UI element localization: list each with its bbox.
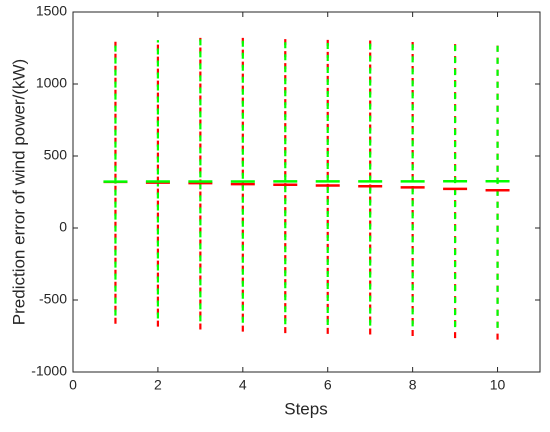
- x-tick-label: 6: [324, 377, 332, 393]
- y-tick-label: -500: [39, 291, 67, 307]
- x-tick-label: 8: [409, 377, 417, 393]
- y-tick-label: 1000: [36, 75, 67, 91]
- y-tick-label: -1000: [31, 363, 67, 379]
- x-tick-label: 0: [69, 377, 77, 393]
- plot-area: [72, 11, 541, 373]
- y-tick-label: 500: [44, 147, 68, 163]
- y-axis-label: Prediction error of wind power/(kW): [9, 59, 28, 325]
- x-tick-label: 4: [239, 377, 247, 393]
- x-tick-label: 2: [154, 377, 162, 393]
- y-tick-label: 1500: [36, 3, 67, 19]
- y-tick-label: 0: [59, 219, 67, 235]
- x-tick-label: 10: [490, 377, 506, 393]
- x-axis-label: Steps: [284, 399, 327, 418]
